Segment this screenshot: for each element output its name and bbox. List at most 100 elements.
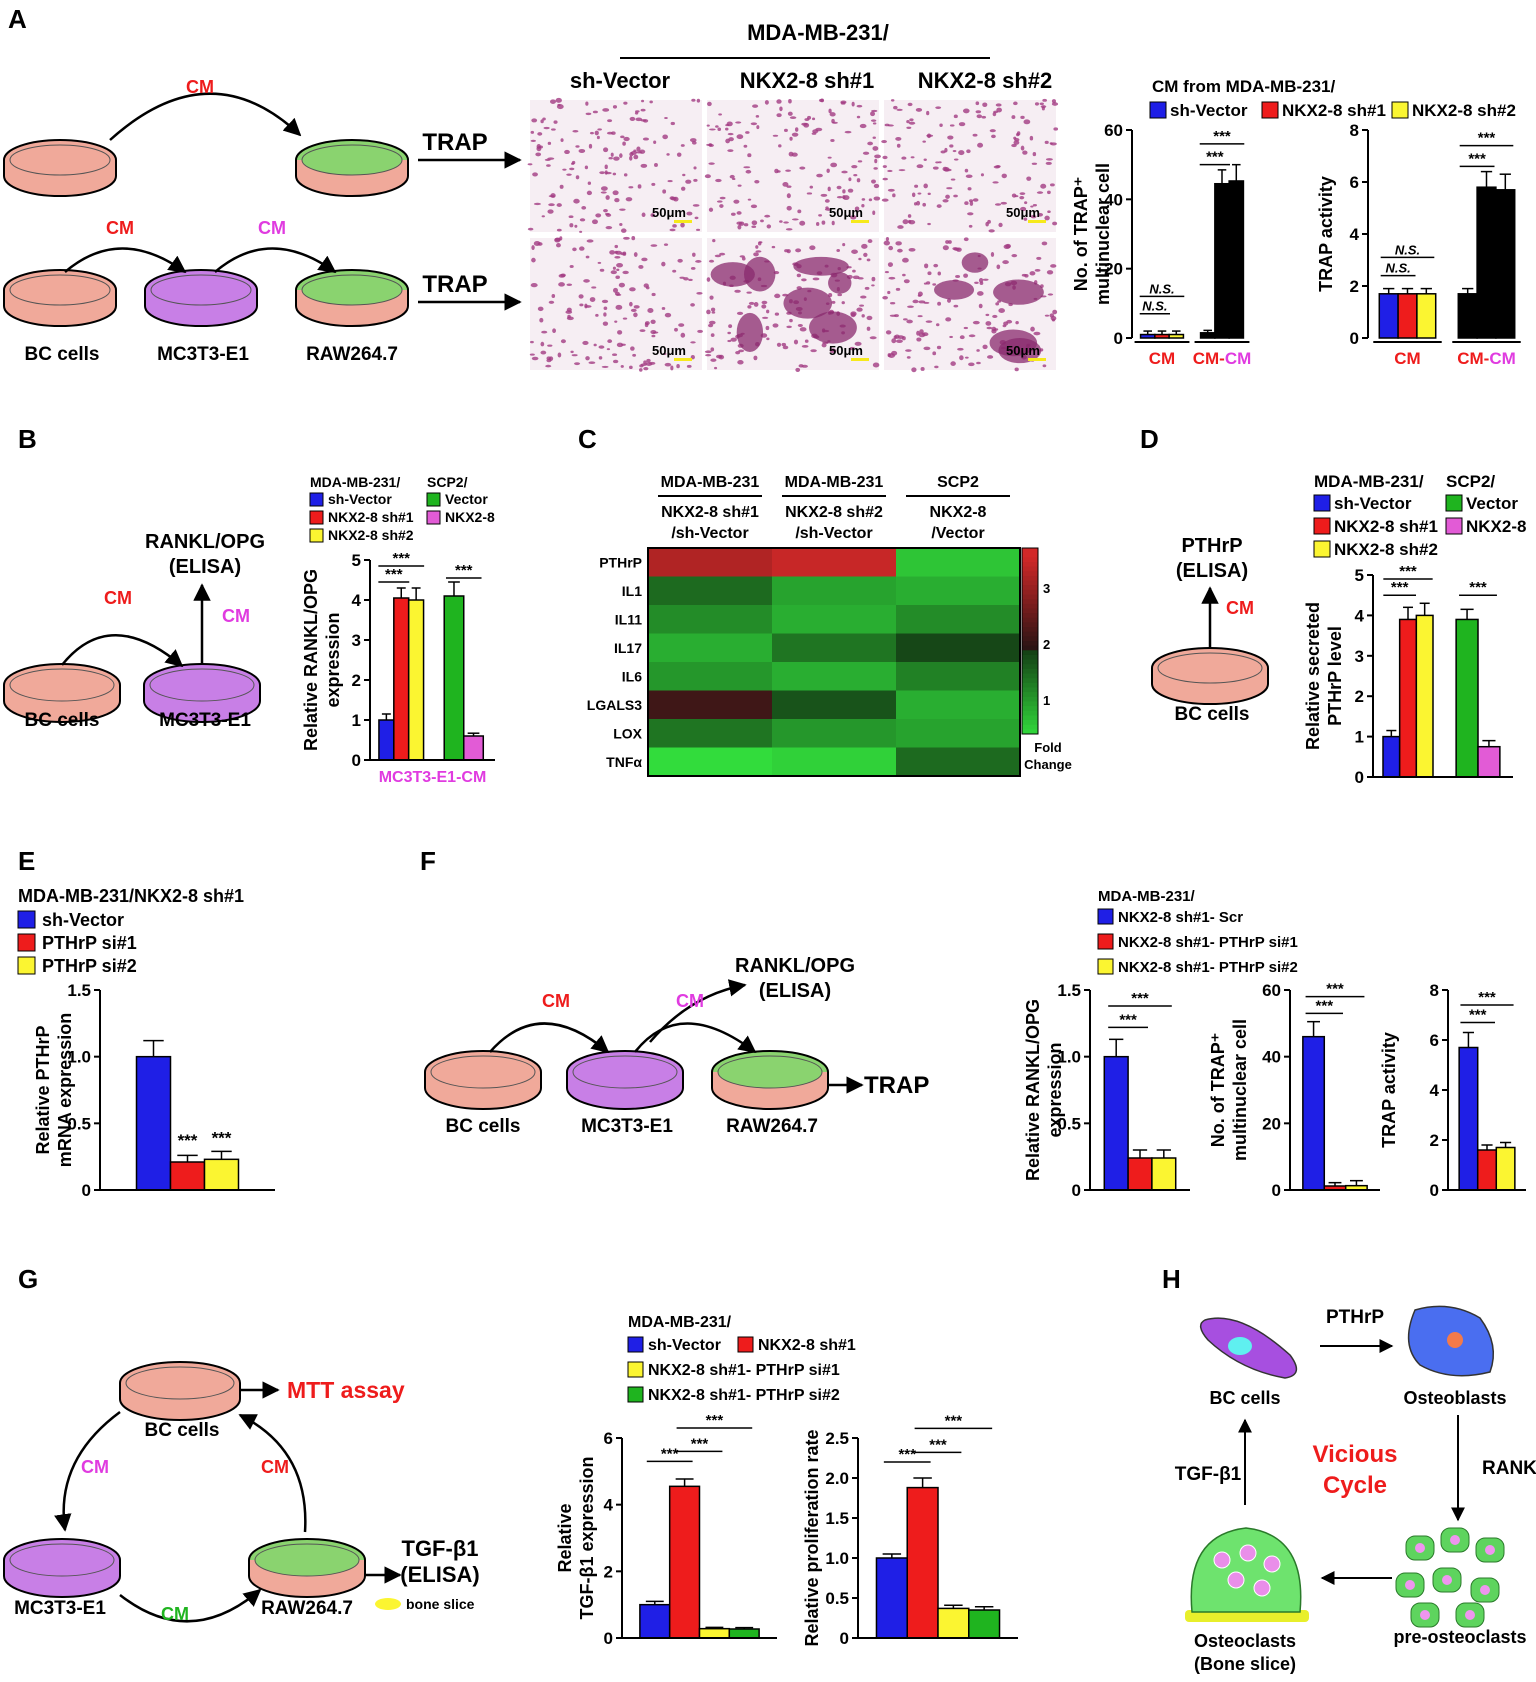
- panel-letter-a: A: [8, 4, 27, 34]
- micrograph-cell: [530, 340, 534, 344]
- micrograph-cell: [730, 337, 737, 342]
- micrograph-cell: [764, 100, 769, 105]
- micrograph-cell: [992, 314, 998, 318]
- significance-label: ***: [1326, 981, 1344, 998]
- micrograph-cell: [782, 345, 789, 350]
- micrograph-cell: [887, 169, 893, 173]
- micrograph-cell: [963, 237, 969, 242]
- micrograph-cell: [935, 106, 942, 109]
- micrograph-cell: [595, 213, 602, 218]
- micrograph-cell: [906, 356, 911, 359]
- bar: [1168, 333, 1185, 339]
- bar: [1103, 1055, 1129, 1191]
- micrograph-cell: [612, 266, 616, 270]
- micrograph-cell: [710, 347, 715, 352]
- micrograph-cell: [728, 137, 734, 142]
- micrograph-cell: [531, 257, 536, 263]
- micrograph-cell: [974, 281, 979, 285]
- micrograph-cell: [676, 363, 680, 369]
- micrograph-cell: [912, 299, 919, 304]
- micrograph-cell: [696, 228, 701, 231]
- micrograph-cell: [1020, 206, 1027, 212]
- micrograph-cell: [857, 160, 863, 163]
- micrograph-cell: [596, 135, 600, 140]
- panel-h-cycle: Cycle: [1323, 1472, 1387, 1499]
- micrograph-cell: [828, 108, 832, 114]
- micrograph-cell: [693, 178, 698, 182]
- micrograph-cell: [597, 128, 602, 131]
- panel-g-legend-label-2: NKX2-8 sh#1: [758, 1337, 856, 1354]
- micrograph-cell: [735, 351, 741, 355]
- panel-h-osteoblasts-label: Osteoblasts: [1403, 1388, 1506, 1408]
- scale-bar: [1028, 220, 1046, 223]
- y-tick-label: 1.5: [67, 981, 91, 1000]
- bar: [1476, 1149, 1498, 1191]
- micrograph-cell: [852, 269, 856, 273]
- panel-g-cm-arrow-right: [238, 1413, 307, 1533]
- micrograph-cell: [527, 163, 533, 166]
- heatmap-cell: [772, 576, 896, 605]
- micrograph-cell: [842, 242, 846, 247]
- panel-f-legend-swatch-2: [1097, 933, 1114, 950]
- panel-d-legend-label-5: NKX2-8: [1466, 517, 1526, 536]
- micrograph-cell: [906, 126, 912, 130]
- micrograph-cell: [950, 178, 956, 181]
- panel-a-cell-label-bc: BC cells: [25, 344, 100, 365]
- micrograph-cell: [585, 112, 592, 116]
- micrograph-cell: [798, 364, 804, 368]
- micrograph-cell: [535, 152, 542, 157]
- micrograph-cell: [818, 214, 823, 217]
- micrograph-cell: [975, 110, 982, 114]
- micrograph-cell: [967, 212, 974, 216]
- pre-osteoclast-nucleus: [1465, 1610, 1475, 1620]
- y-tick-label: 0: [1430, 1181, 1439, 1200]
- micrograph-cell: [646, 358, 651, 363]
- micrograph-cell: [640, 163, 648, 168]
- y-axis-label: Relative RANKL/OPG: [301, 569, 321, 751]
- micrograph-cell: [708, 259, 715, 263]
- micrograph-cell: [709, 128, 716, 131]
- micrograph-cell: [1036, 191, 1044, 194]
- micrograph-cell: [704, 174, 711, 179]
- micrograph-cell: [1051, 99, 1056, 104]
- scale-bar-label: 50μm: [829, 343, 863, 358]
- panel-g-cell-label-mc: MC3T3-E1: [14, 1598, 106, 1619]
- significance-label: ***: [1206, 149, 1224, 166]
- bar: [1458, 1046, 1479, 1191]
- micrograph-cell: [884, 123, 890, 127]
- micrograph-cell: [730, 212, 736, 216]
- micrograph-cell: [809, 185, 814, 189]
- micrograph-cell: [932, 283, 937, 286]
- micrograph-cell: [594, 130, 599, 136]
- micrograph-cell: [784, 249, 789, 253]
- micrograph-cell: [782, 182, 789, 187]
- micrograph-cell: [571, 162, 575, 165]
- micrograph-cell: [683, 277, 689, 281]
- panel-g-legend-label-1: sh-Vector: [648, 1337, 721, 1354]
- micrograph-cell: [1040, 105, 1047, 109]
- y-axis-label: multinuclear cell: [1093, 163, 1113, 305]
- micrograph-cell: [824, 199, 830, 203]
- micrograph-cell: [1030, 205, 1034, 208]
- micrograph-cell: [743, 144, 748, 148]
- micrograph-cell: [641, 257, 648, 262]
- panel-g-cm-right: CM: [261, 1457, 289, 1477]
- micrograph-cell: [586, 190, 593, 196]
- micrograph-cell: [727, 149, 734, 153]
- heatmap-row-label: TNFα: [606, 754, 642, 770]
- colorbar-tick: 3: [1043, 581, 1050, 596]
- micrograph-cell: [916, 200, 921, 206]
- significance-label: ***: [1391, 579, 1409, 596]
- panel-f-cell-label-bc: BC cells: [446, 1116, 521, 1137]
- panel-d-legend-swatch-1: [1313, 494, 1331, 512]
- micrograph-cell: [764, 214, 771, 218]
- scale-bar-label: 50μm: [829, 205, 863, 220]
- micrograph-cell: [831, 300, 836, 304]
- micrograph-cell: [976, 114, 982, 119]
- micrograph-cell: [714, 254, 722, 258]
- panel-f-legend-label-1: NKX2-8 sh#1- Scr: [1118, 909, 1243, 926]
- micrograph-cell: [614, 291, 620, 296]
- colorbar-segment: [1022, 668, 1038, 675]
- micrograph-cell: [967, 187, 972, 191]
- panel-f-cell-label-raw: RAW264.7: [726, 1116, 818, 1137]
